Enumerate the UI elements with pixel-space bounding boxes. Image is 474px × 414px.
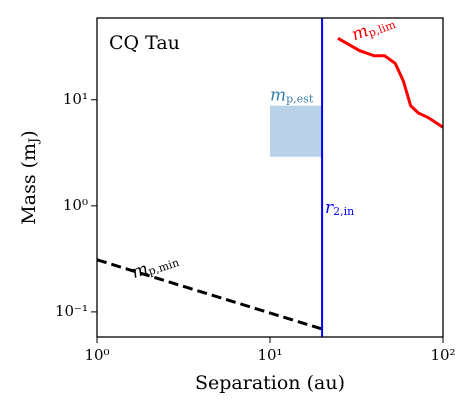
annotation-main: m [270,85,286,105]
annotation-main: m [349,21,371,45]
annotation-sub: p,est [286,92,314,105]
plot-frame [96,17,444,338]
x-tick-label: 10⁰ [84,346,109,364]
annotation-main: r [325,198,334,218]
y-axis-label-sub: J [27,138,42,145]
annotation: mp,lim [349,11,398,46]
x-tick-label: 10² [430,346,455,364]
series-line [337,36,444,129]
annotation-main: m [129,259,151,283]
x-tick-label: 10¹ [257,346,282,364]
y-tick-label: 10⁰ [63,196,88,214]
annotation-sub: 2,in [333,205,354,218]
annotation: mp,est [270,85,314,106]
annotation: r2,in [325,198,354,219]
y-tick-label: 10⁻¹ [55,302,88,320]
annotation-sub: p,min [147,256,181,278]
series-line [96,258,323,331]
y-tick-label: 10¹ [63,90,88,108]
annotation-sub: p,lim [367,18,398,40]
y-axis-label-end: ) [18,130,40,137]
span [270,105,323,157]
x-axis-label: Separation (au) [195,372,345,394]
y-axis-label-main: Mass (m [18,143,40,225]
chart-title: CQ Tau [109,32,180,54]
y-axis-label: Mass (mJ) [18,130,42,224]
